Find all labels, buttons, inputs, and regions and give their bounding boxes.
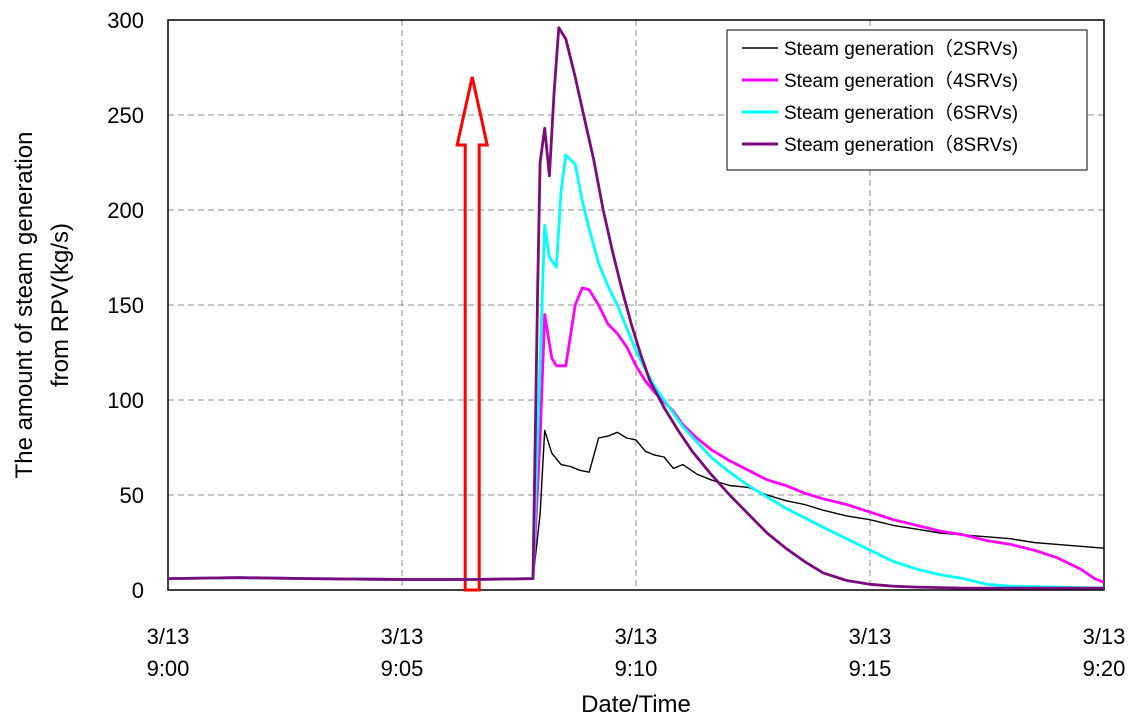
y-tick-label: 300 bbox=[107, 8, 144, 33]
x-tick-date: 3/13 bbox=[381, 624, 424, 649]
annotation-arrow bbox=[455, 76, 490, 592]
legend-label: Steam generation（8SRVs) bbox=[784, 134, 1018, 156]
annotation-arrow-group bbox=[455, 76, 490, 592]
x-tick-time: 9:10 bbox=[615, 656, 658, 681]
x-tick-time: 9:05 bbox=[381, 656, 424, 681]
series-line-1 bbox=[167, 429, 1105, 581]
x-tick-time: 9:20 bbox=[1083, 656, 1126, 681]
legend-box bbox=[726, 29, 1088, 171]
y-axis-title-line-2: from RPV(kg/s) bbox=[47, 223, 74, 387]
x-tick-time: 9:00 bbox=[147, 656, 190, 681]
y-tick-label: 100 bbox=[107, 388, 144, 413]
y-tick-label: 50 bbox=[120, 483, 144, 508]
y-tick-label: 0 bbox=[132, 578, 144, 603]
x-tick-time: 9:15 bbox=[849, 656, 892, 681]
y-tick-label: 200 bbox=[107, 198, 144, 223]
plot-area bbox=[167, 19, 1105, 591]
x-tick-date: 3/13 bbox=[849, 624, 892, 649]
y-axis-title: The amount of steam generation from RPV(… bbox=[11, 132, 74, 479]
y-tick-label: 150 bbox=[107, 293, 144, 318]
y-tick-labels: 0 50 100 150 200 250 300 bbox=[107, 8, 144, 603]
y-axis-title-line-1: The amount of steam generation bbox=[11, 132, 38, 479]
legend-label: Steam generation（6SRVs) bbox=[784, 102, 1018, 124]
series-lines bbox=[167, 26, 1105, 590]
x-tick-date: 3/13 bbox=[1083, 624, 1126, 649]
series-line-3 bbox=[167, 153, 1105, 590]
legend: Steam generation（2SRVs) Steam generation（… bbox=[726, 29, 1088, 171]
x-tick-labels: 3/13 9:00 3/13 9:05 3/13 9:10 3/13 9:15 3/13 9:20 bbox=[147, 624, 1126, 681]
legend-label: Steam generation（4SRVs) bbox=[784, 70, 1018, 92]
x-tick-date: 3/13 bbox=[147, 624, 190, 649]
x-tick-date: 3/13 bbox=[615, 624, 658, 649]
legend-label: Steam generation（2SRVs) bbox=[784, 38, 1018, 60]
x-axis-title: Date/Time bbox=[581, 691, 691, 718]
series-line-4 bbox=[167, 26, 1104, 590]
y-tick-label: 250 bbox=[107, 103, 144, 128]
